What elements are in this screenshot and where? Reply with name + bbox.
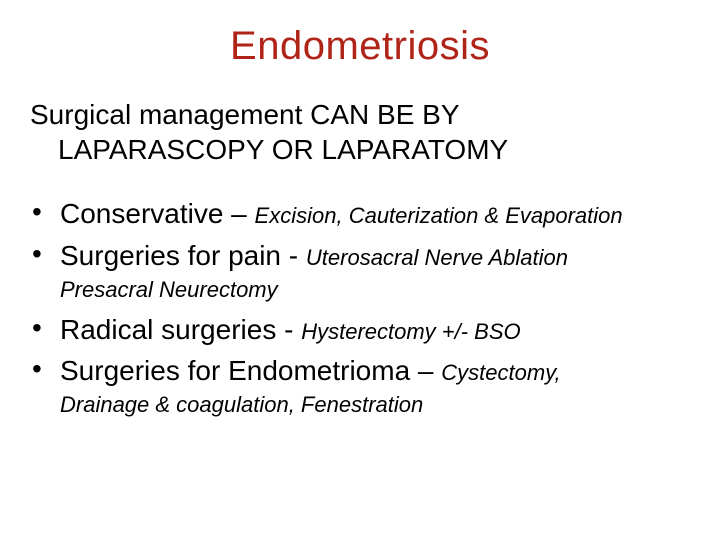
bullet-main: Conservative – — [60, 198, 255, 229]
bullet-item: Surgeries for Endometrioma – Cystectomy, — [30, 352, 692, 390]
bullet-list: Conservative – Excision, Cauterization &… — [30, 195, 692, 418]
bullet-item: Surgeries for pain - Uterosacral Nerve A… — [30, 237, 692, 275]
bullet-sub: Uterosacral Nerve Ablation — [306, 245, 568, 270]
slide: Endometriosis Surgical management CAN BE… — [0, 0, 720, 540]
bullet-item: Radical surgeries - Hysterectomy +/- BSO — [30, 311, 692, 349]
bullet-sub: Excision, Cauterization & Evaporation — [255, 203, 623, 228]
continuation-text: Drainage & coagulation, Fenestration — [60, 392, 423, 417]
bullet-sub: Hysterectomy +/- BSO — [301, 319, 520, 344]
subtitle-line1: Surgical management CAN BE BY — [30, 97, 692, 132]
continuation-text: Presacral Neurectomy — [60, 277, 278, 302]
subtitle-line2: LAPARASCOPY OR LAPARATOMY — [58, 132, 692, 167]
bullet-main: Surgeries for pain - — [60, 240, 306, 271]
bullet-continuation: Drainage & coagulation, Fenestration — [30, 392, 692, 418]
slide-title: Endometriosis — [28, 24, 692, 69]
bullet-main: Surgeries for Endometrioma – — [60, 355, 441, 386]
bullet-sub: Cystectomy, — [441, 360, 560, 385]
bullet-main: Radical surgeries - — [60, 314, 301, 345]
bullet-item: Conservative – Excision, Cauterization &… — [30, 195, 692, 233]
slide-subtitle: Surgical management CAN BE BY LAPARASCOP… — [30, 97, 692, 167]
bullet-continuation: Presacral Neurectomy — [30, 277, 692, 303]
